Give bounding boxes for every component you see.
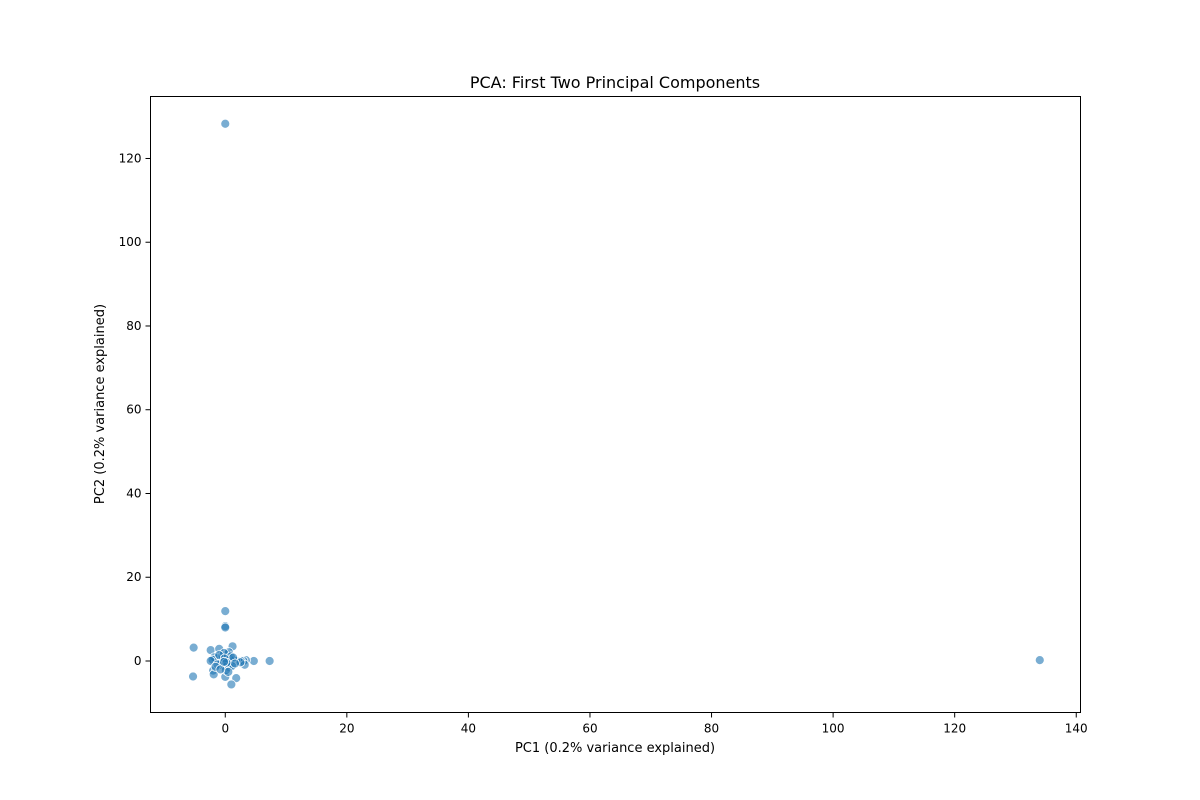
data-point xyxy=(220,622,231,633)
y-tick-label: 20 xyxy=(126,570,141,584)
x-axis-label: PC1 (0.2% variance explained) xyxy=(515,741,715,756)
plot-frame xyxy=(150,96,1081,713)
y-tick-label: 80 xyxy=(126,319,141,333)
data-point xyxy=(230,658,240,669)
data-point xyxy=(220,118,231,129)
data-point xyxy=(220,606,231,617)
y-tick-label: 40 xyxy=(126,486,141,500)
x-tick-label: 120 xyxy=(943,722,966,736)
x-tick-label: 20 xyxy=(339,722,354,736)
points-layer xyxy=(188,118,1045,690)
data-point xyxy=(188,642,199,653)
y-tick-label: 0 xyxy=(134,654,142,668)
data-point xyxy=(226,679,237,690)
y-tick-label: 60 xyxy=(126,403,141,417)
y-tick-label: 100 xyxy=(119,235,142,249)
data-point xyxy=(188,671,198,682)
data-point xyxy=(264,656,275,666)
y-axis: 0 20 40 60 80 100 120 xyxy=(119,151,151,668)
y-tick-label: 120 xyxy=(119,151,142,165)
chart-title: PCA: First Two Principal Components xyxy=(470,73,760,92)
x-tick-label: 80 xyxy=(704,722,719,736)
y-axis-label: PC2 (0.2% variance explained) xyxy=(93,304,108,504)
x-tick-label: 140 xyxy=(1065,722,1088,736)
x-tick-label: 0 xyxy=(221,722,229,736)
data-point xyxy=(219,656,229,667)
x-axis: 0 20 40 60 80 100 120 140 xyxy=(221,712,1088,736)
x-tick-label: 100 xyxy=(822,722,845,736)
data-point xyxy=(1034,655,1045,666)
x-tick-label: 60 xyxy=(582,722,597,736)
x-tick-label: 40 xyxy=(461,722,476,736)
